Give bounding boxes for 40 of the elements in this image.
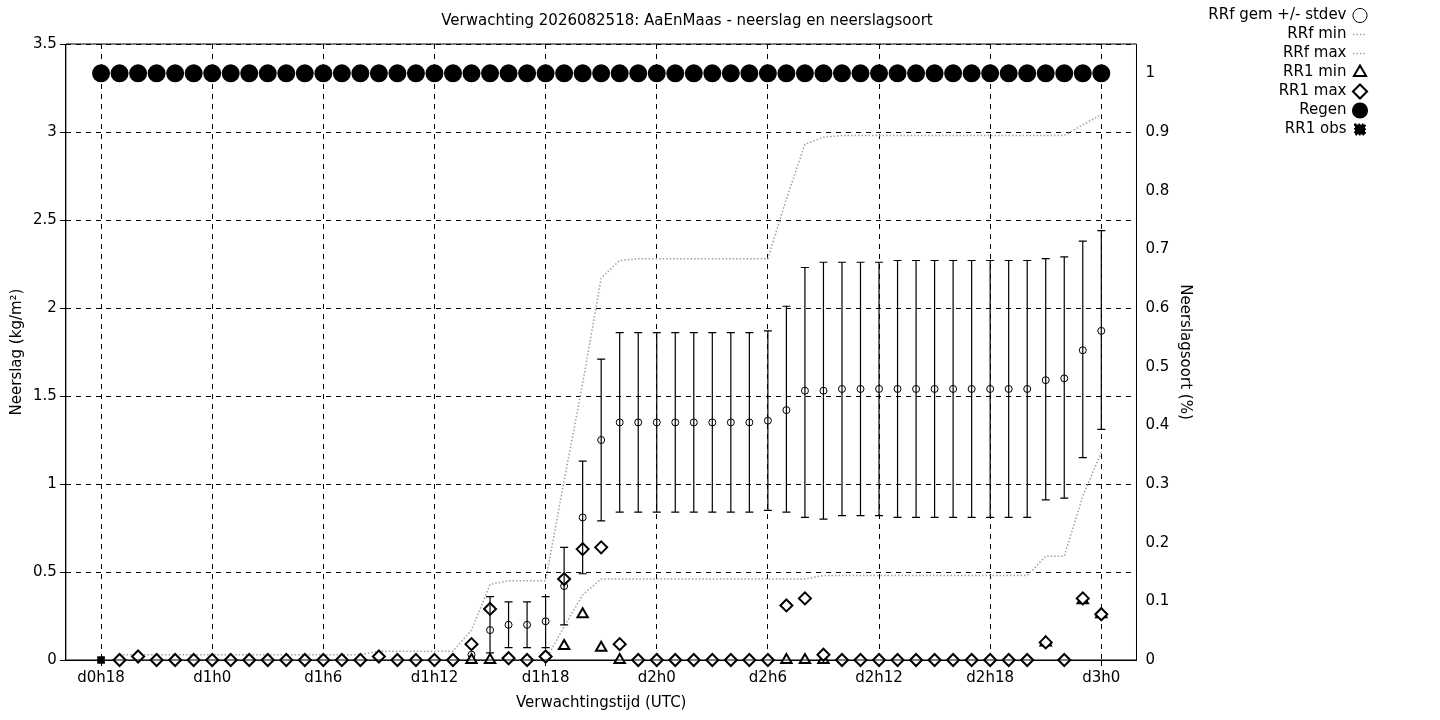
legend-label: RR1 obs [1284, 119, 1347, 138]
y2-tick-label: 0.2 [1145, 532, 1170, 551]
y-tick-label: 0 [47, 649, 57, 668]
y-tick-label: 0.5 [33, 561, 57, 580]
x-tick-label: d2h18 [966, 667, 1014, 686]
legend-label: RR1 max [1278, 81, 1347, 100]
x-tick-label: d1h0 [193, 667, 232, 686]
x-tick-label: d2h0 [637, 667, 676, 686]
legend-label: RRf gem +/- stdev [1208, 5, 1347, 24]
y2-tick-label: 0.5 [1145, 356, 1170, 375]
y-tick-label: 2.5 [33, 209, 57, 228]
x-tick-label: d0h18 [77, 667, 125, 686]
y2-tick-label: 1 [1145, 63, 1156, 82]
y2-tick-label: 0.3 [1145, 473, 1170, 492]
y2-tick-label: 0.7 [1145, 239, 1170, 258]
y-tick-label: 1 [47, 473, 57, 492]
x-tick-label: d3h0 [1082, 667, 1121, 686]
x-tick-label: d2h6 [748, 667, 787, 686]
legend-label: RRf min [1287, 24, 1347, 43]
x-tick-label: d1h12 [410, 667, 459, 686]
y2-tick-label: 0.8 [1145, 180, 1170, 199]
y2-tick-label: 0 [1145, 649, 1156, 668]
y-tick-label: 2 [47, 297, 57, 316]
x-tick-label: d1h6 [304, 667, 343, 686]
y-tick-label: 1.5 [33, 385, 57, 404]
y2-tick-label: 0.1 [1145, 591, 1170, 610]
chart-title: Verwachting 2026082518: AaEnMaas - neerslag en neerslagsoort [441, 10, 933, 29]
y2-tick-label: 0.4 [1145, 415, 1170, 434]
x-axis-title: Verwachtingstijd (UTC) [515, 692, 687, 711]
y2-tick-label: 0.9 [1145, 121, 1170, 140]
x-tick-label: d2h12 [855, 667, 903, 686]
y-axis-title: Neerslag (kg/m²) [6, 288, 25, 416]
y-tick-label: 3 [47, 121, 57, 140]
y2-tick-label: 0.6 [1145, 297, 1170, 316]
x-tick-label: d1h18 [521, 667, 570, 686]
y-tick-label: 3.5 [33, 33, 57, 52]
legend-label: RR1 min [1283, 62, 1347, 81]
legend-label: RRf max [1282, 43, 1347, 62]
y2-axis-title: Neerslagsoort (%) [1177, 284, 1196, 420]
legend-label: Regen [1299, 100, 1347, 119]
